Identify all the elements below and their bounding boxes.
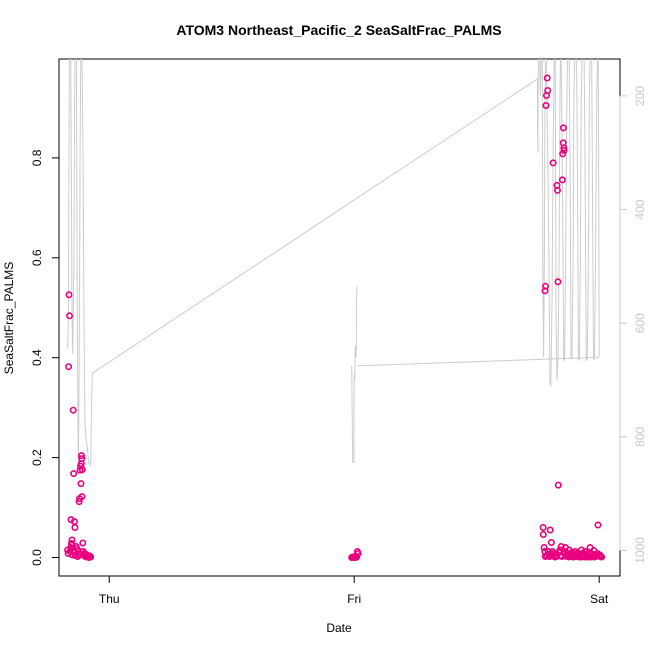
data-point — [546, 526, 554, 534]
data-point — [556, 551, 564, 559]
data-point — [541, 287, 549, 295]
data-point — [540, 543, 548, 551]
y2-tick-label: 600 — [633, 313, 647, 333]
data-point — [78, 466, 86, 474]
data-point — [78, 493, 86, 501]
data-point — [539, 523, 547, 531]
data-point — [554, 278, 562, 286]
y-axis-title: SeaSaltFrac_PALMS — [2, 262, 16, 375]
data-point — [549, 159, 557, 167]
data-points — [64, 74, 606, 561]
data-point — [543, 74, 551, 82]
data-point — [559, 124, 567, 132]
left-axis: 0.0 0.2 0.4 0.6 0.8 — [30, 149, 60, 566]
y-tick-label: 0.6 — [30, 249, 44, 266]
right-axis: 200 400 600 800 1000 — [619, 86, 647, 564]
y2-tick-label: 1000 — [633, 537, 647, 564]
data-point — [71, 523, 79, 531]
data-point — [541, 282, 549, 290]
x-tick-label: Thu — [99, 592, 120, 606]
x-tick-label: Fri — [347, 592, 361, 606]
y-tick-label: 0.0 — [30, 549, 44, 566]
data-point — [547, 538, 555, 546]
data-point — [65, 363, 73, 371]
x-axis-title: Date — [326, 621, 352, 635]
plot-frame — [58, 58, 621, 577]
data-point — [77, 480, 85, 488]
data-point — [557, 542, 565, 550]
data-point — [558, 176, 566, 184]
data-point — [69, 406, 77, 414]
data-point — [70, 470, 78, 478]
data-point — [68, 541, 76, 549]
data-point — [554, 481, 562, 489]
y-tick-label: 0.2 — [30, 449, 44, 466]
data-point — [596, 551, 604, 559]
y2-tick-label: 200 — [633, 86, 647, 106]
altitude-trace-line — [351, 286, 358, 463]
data-point — [76, 550, 84, 558]
data-point — [78, 455, 86, 463]
data-point — [87, 553, 95, 561]
data-point — [560, 146, 568, 154]
data-point — [79, 539, 87, 547]
y2-tick-label: 800 — [633, 426, 647, 446]
bottom-axis: Thu Fri Sat — [99, 575, 609, 606]
data-point — [75, 498, 83, 506]
altitude-traces — [67, 59, 600, 467]
y-tick-label: 0.8 — [30, 149, 44, 166]
data-point — [539, 530, 547, 538]
data-point — [548, 552, 556, 560]
data-point — [553, 186, 561, 194]
data-point — [65, 291, 73, 299]
altitude-trace-line — [357, 356, 600, 367]
data-point — [559, 150, 567, 158]
data-point — [78, 452, 86, 460]
data-point — [64, 546, 72, 554]
x-tick-label: Sat — [590, 592, 609, 606]
y2-tick-label: 400 — [633, 199, 647, 219]
data-point — [542, 102, 550, 110]
data-point — [594, 521, 602, 529]
chart-title: ATOM3 Northeast_Pacific_2 SeaSaltFrac_PA… — [176, 22, 501, 38]
data-point — [66, 312, 74, 320]
data-point — [560, 144, 568, 152]
y-tick-label: 0.4 — [30, 349, 44, 366]
data-point — [544, 87, 552, 95]
data-point — [354, 549, 362, 557]
altitude-trace-line — [67, 59, 600, 467]
